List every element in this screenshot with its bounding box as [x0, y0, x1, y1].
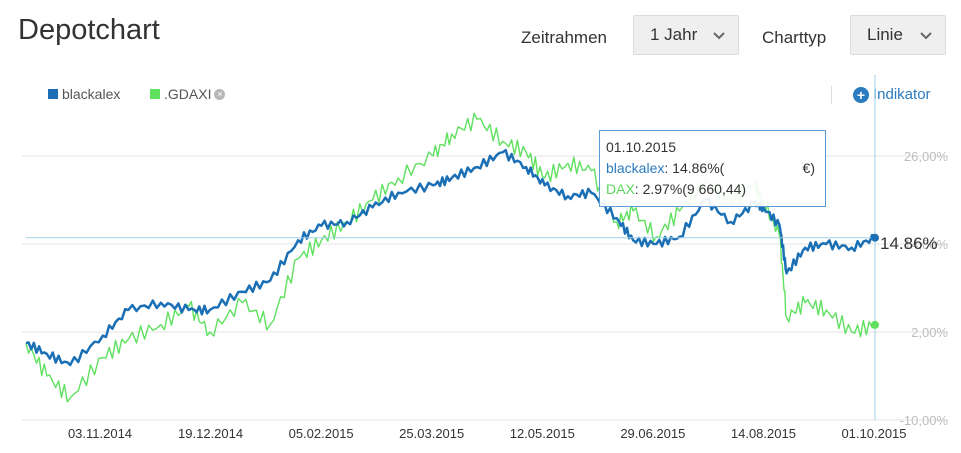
x-tick-label: 29.06.2015 [620, 426, 685, 441]
tooltip-series2-value: : 2.97%(9 660,44) [634, 181, 747, 197]
charttype-label: Charttyp [762, 28, 827, 47]
x-tick-label: 01.10.2015 [841, 426, 906, 441]
last-value-label: 14.86% [880, 234, 938, 253]
x-tick-label: 05.02.2015 [289, 426, 354, 441]
close-icon[interactable]: × [214, 88, 226, 100]
timeframe-label: Zeitrahmen [521, 28, 607, 47]
timeframe-select[interactable]: 1 Jahr [633, 15, 739, 55]
legend-swatch-blackalex [48, 89, 58, 99]
tooltip-series1-suffix: €) [802, 160, 815, 176]
y-tick-label: 2,00% [911, 325, 948, 340]
chevron-down-icon [920, 32, 932, 40]
timeframe-value: 1 Jahr [650, 25, 698, 44]
legend-label-blackalex: blackalex [62, 86, 121, 102]
legend-swatch-gdaxi [150, 89, 160, 99]
tooltip-series1-value: : 14.86%( [664, 160, 725, 176]
tooltip-series2-name: DAX [606, 181, 635, 197]
legend-item-gdaxi[interactable]: .GDAXI × [150, 86, 226, 102]
add-indikator-button[interactable]: + Indikator [853, 86, 931, 103]
y-tick-label: -10,00% [900, 413, 949, 428]
tooltip-series1-name: blackalex [606, 160, 665, 176]
legend-item-blackalex[interactable]: blackalex [48, 86, 120, 102]
legend-divider [831, 86, 832, 104]
legend-label-gdaxi: .GDAXI [164, 86, 212, 102]
y-tick-label: 14,00% [904, 237, 949, 252]
x-tick-label: 25.03.2015 [399, 426, 464, 441]
indikator-label: Indikator [873, 86, 931, 103]
plus-icon: + [853, 86, 869, 103]
chart-tooltip: 01.10.2015 blackalex: 14.86%( €) DAX: 2.9… [599, 130, 826, 207]
x-tick-label: 03.11.2014 [68, 426, 132, 441]
y-axis: 26,00% 14,00% 2,00% -10,00% [900, 149, 949, 428]
crosshair [26, 75, 879, 420]
tooltip-date: 01.10.2015 [606, 139, 677, 155]
y-tick-label: 26,00% [904, 149, 949, 164]
page-title: Depotchart [18, 14, 160, 46]
chevron-down-icon [713, 32, 725, 40]
x-tick-label: 19.12.2014 [178, 426, 243, 441]
x-tick-label: 12.05.2015 [510, 426, 575, 441]
x-axis: 03.11.2014 19.12.2014 05.02.2015 25.03.2015… [68, 426, 907, 441]
chart-grid [22, 155, 948, 421]
x-tick-label: 14.08.2015 [731, 426, 796, 441]
charttype-select[interactable]: Linie [850, 15, 946, 55]
series-line-blackalex [25, 148, 876, 367]
charttype-value: Linie [867, 25, 903, 44]
series-end-marker-gdaxi [871, 320, 879, 329]
series-end-marker-blackalex [871, 233, 879, 242]
